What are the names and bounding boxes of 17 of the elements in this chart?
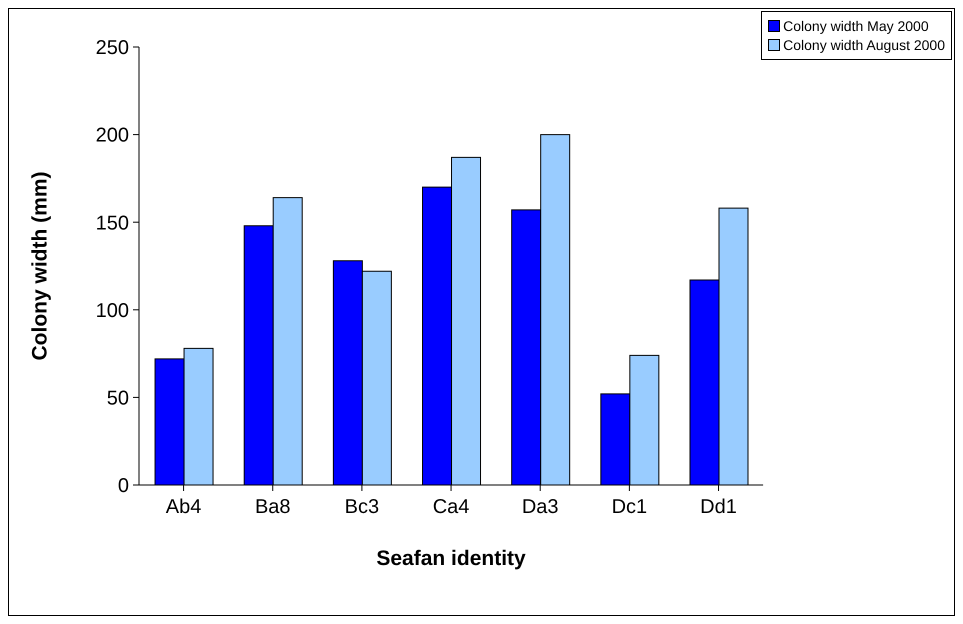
legend-label: Colony width May 2000 xyxy=(783,18,929,34)
y-tick-label: 100 xyxy=(96,300,129,322)
x-tick-label: Dd1 xyxy=(700,496,737,518)
x-tick-label: Bc3 xyxy=(344,496,380,518)
x-tick-label: Ab4 xyxy=(166,496,202,518)
x-tick-label: Da3 xyxy=(522,496,559,518)
y-tick-label: 200 xyxy=(96,124,129,147)
legend-label: Colony width August 2000 xyxy=(783,37,945,53)
y-tick-label: 50 xyxy=(106,388,129,410)
x-tick-label: Dc1 xyxy=(612,496,648,518)
x-tick-label: Ba8 xyxy=(254,496,291,518)
x-tick-label: Ca4 xyxy=(432,496,470,518)
x-axis-title: Seafan identity xyxy=(376,547,526,570)
y-tick-label: 150 xyxy=(96,212,129,234)
y-tick-label: 0 xyxy=(118,475,129,498)
y-axis-title: Colony width (mm) xyxy=(28,172,52,360)
y-tick-label: 250 xyxy=(96,37,129,60)
